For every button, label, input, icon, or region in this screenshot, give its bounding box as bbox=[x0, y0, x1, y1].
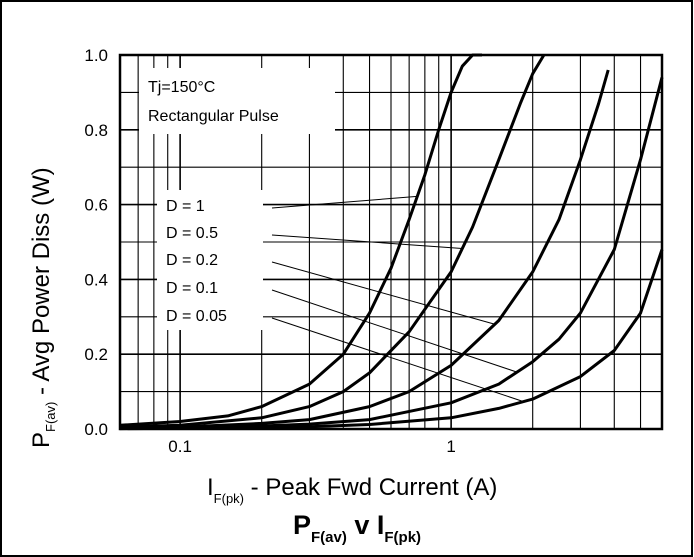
condition-pulse: Rectangular Pulse bbox=[148, 108, 279, 125]
chart-title-mid: v I bbox=[347, 510, 385, 540]
x-axis-label-sub: F(pk) bbox=[214, 491, 244, 506]
y-tick-label: 1.0 bbox=[84, 46, 108, 65]
y-tick-label: 0.6 bbox=[84, 196, 108, 215]
grid-lines bbox=[120, 55, 662, 429]
legend-entry-d05: D = 0.5 bbox=[166, 225, 218, 242]
legend-leader-line bbox=[271, 261, 495, 325]
x-tick-label: 1 bbox=[446, 437, 455, 456]
condition-temperature: Tj=150°C bbox=[148, 79, 215, 96]
legend-entry-d005: D = 0.05 bbox=[166, 308, 227, 325]
legend-box bbox=[157, 190, 263, 330]
x-tick-label: 0.1 bbox=[168, 437, 192, 456]
y-tick-label: 0.8 bbox=[84, 121, 108, 140]
legend-leader-line bbox=[271, 234, 463, 249]
y-axis-label: PF(av) - Avg Power Diss (W) bbox=[28, 167, 58, 448]
chart-title: PF(av) v IF(pk) bbox=[293, 510, 421, 546]
chart-title-main-sub: F(av) bbox=[311, 529, 347, 546]
y-axis-label-main: P bbox=[28, 432, 55, 448]
legend-leader-lines bbox=[271, 195, 524, 403]
y-tick-label: 0.4 bbox=[84, 270, 108, 289]
legend-entry-d02: D = 0.2 bbox=[166, 252, 218, 269]
y-tick-labels: 0.0 0.2 0.4 0.6 0.8 1.0 bbox=[84, 46, 108, 439]
x-axis-label: IF(pk) - Peak Fwd Current (A) bbox=[207, 474, 497, 506]
legend-leader-line bbox=[271, 289, 518, 373]
x-axis-label-rest: - Peak Fwd Current (A) bbox=[244, 474, 497, 501]
legend-leader-line bbox=[271, 195, 418, 209]
y-axis-label-rest: - Avg Power Diss (W) bbox=[28, 167, 55, 401]
series-line-5 bbox=[119, 249, 664, 431]
plot-border bbox=[118, 53, 664, 431]
curves bbox=[119, 53, 664, 431]
x-axis-label-main: I bbox=[207, 474, 214, 501]
condition-box bbox=[139, 68, 335, 134]
y-tick-label: 0.2 bbox=[84, 345, 108, 364]
series-line-3 bbox=[119, 69, 610, 430]
legend-entry-d01: D = 0.1 bbox=[166, 280, 218, 297]
series-line-2 bbox=[119, 54, 546, 429]
legend-entry-d1: D = 1 bbox=[166, 198, 205, 215]
y-tick-label: 0.0 bbox=[84, 420, 108, 439]
series-line-1 bbox=[119, 53, 482, 427]
y-axis-label-sub: F(av) bbox=[43, 402, 58, 432]
chart-title-end-sub: F(pk) bbox=[384, 529, 421, 546]
legend-leader-line bbox=[271, 317, 524, 403]
chart-title-main: P bbox=[293, 510, 311, 540]
x-tick-labels: 0.1 1 bbox=[168, 437, 456, 456]
